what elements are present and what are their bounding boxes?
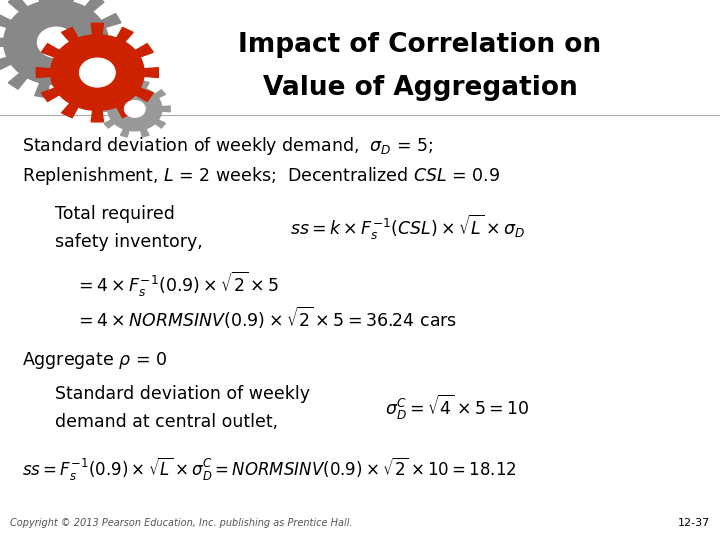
Text: Copyright © 2013 Pearson Education, Inc. publishing as Prentice Hall.: Copyright © 2013 Pearson Education, Inc.… xyxy=(10,518,353,528)
Polygon shape xyxy=(144,68,158,78)
Polygon shape xyxy=(101,57,121,71)
Polygon shape xyxy=(85,73,104,89)
Polygon shape xyxy=(140,81,149,89)
Circle shape xyxy=(108,87,162,131)
Circle shape xyxy=(79,58,115,87)
Polygon shape xyxy=(0,57,12,71)
Polygon shape xyxy=(42,88,59,102)
Polygon shape xyxy=(91,110,104,122)
Polygon shape xyxy=(0,37,4,48)
Polygon shape xyxy=(120,81,129,89)
Text: $ss = k \times F_s^{-1}(CSL) \times \sqrt{L} \times \sigma_D$: $ss = k \times F_s^{-1}(CSL) \times \sqr… xyxy=(290,213,526,242)
Polygon shape xyxy=(117,28,133,42)
Circle shape xyxy=(37,27,75,57)
Text: safety inventory,: safety inventory, xyxy=(55,233,203,251)
Polygon shape xyxy=(104,90,114,98)
Polygon shape xyxy=(63,83,78,98)
Polygon shape xyxy=(35,83,49,98)
Text: Impact of Correlation on: Impact of Correlation on xyxy=(238,32,602,58)
Text: Standard deviation of weekly: Standard deviation of weekly xyxy=(55,385,310,403)
Text: $= 4 \times NORMSINV(0.9) \times \sqrt{2} \times 5 = 36.24$ cars: $= 4 \times NORMSINV(0.9) \times \sqrt{2… xyxy=(75,305,457,331)
Polygon shape xyxy=(104,120,114,128)
Polygon shape xyxy=(36,68,51,78)
Text: Replenishment, $L$ = 2 weeks;  Decentralized $CSL$ = 0.9: Replenishment, $L$ = 2 weeks; Decentrali… xyxy=(22,165,500,187)
Polygon shape xyxy=(120,129,129,137)
Text: $= 4 \times F_s^{-1}(0.9) \times \sqrt{2} \times 5$: $= 4 \times F_s^{-1}(0.9) \times \sqrt{2… xyxy=(75,270,279,299)
Polygon shape xyxy=(109,37,125,48)
Circle shape xyxy=(4,0,109,85)
Text: Aggregate $\rho$ = 0: Aggregate $\rho$ = 0 xyxy=(22,350,167,371)
Polygon shape xyxy=(35,0,49,2)
Polygon shape xyxy=(61,103,78,118)
Text: Standard deviation of weekly demand,  $\sigma_D$ = 5;: Standard deviation of weekly demand, $\s… xyxy=(22,135,433,157)
Polygon shape xyxy=(63,0,78,2)
Text: Total required: Total required xyxy=(55,205,175,223)
Polygon shape xyxy=(91,23,104,35)
Circle shape xyxy=(125,100,145,117)
Polygon shape xyxy=(140,129,149,137)
Text: 12-37: 12-37 xyxy=(678,518,710,528)
Polygon shape xyxy=(61,28,78,42)
Polygon shape xyxy=(155,120,166,128)
Text: $\sigma_D^C = \sqrt{4} \times 5 = 10$: $\sigma_D^C = \sqrt{4} \times 5 = 10$ xyxy=(385,393,529,422)
Text: demand at central outlet,: demand at central outlet, xyxy=(55,413,278,431)
Polygon shape xyxy=(117,103,133,118)
Polygon shape xyxy=(0,14,12,28)
Polygon shape xyxy=(101,14,121,28)
Polygon shape xyxy=(9,0,27,12)
Text: Value of Aggregation: Value of Aggregation xyxy=(263,75,577,101)
Polygon shape xyxy=(9,73,27,89)
Polygon shape xyxy=(85,0,104,12)
Polygon shape xyxy=(135,88,153,102)
Polygon shape xyxy=(42,44,59,57)
Circle shape xyxy=(50,35,144,110)
Text: $ss = F_s^{-1}(0.9) \times \sqrt{L} \times \sigma_D^C = NORMSINV(0.9) \times \sq: $ss = F_s^{-1}(0.9) \times \sqrt{L} \tim… xyxy=(22,455,517,482)
Polygon shape xyxy=(155,90,166,98)
Polygon shape xyxy=(99,106,108,112)
Polygon shape xyxy=(162,106,170,112)
Polygon shape xyxy=(135,44,153,57)
